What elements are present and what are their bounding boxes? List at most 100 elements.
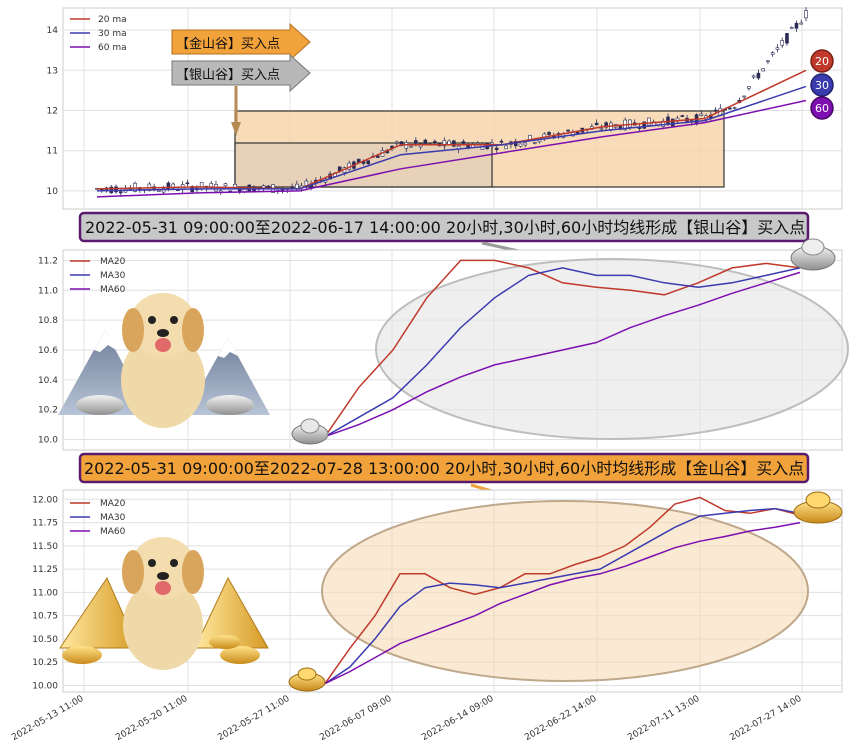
series-line-ma20 <box>324 496 801 685</box>
y-tick-label: 10.2 <box>38 406 58 416</box>
x-tick-label: 2022-07-27 14:00 <box>728 694 803 743</box>
silver-ma-lines <box>324 259 801 438</box>
y-tick-label: 12.00 <box>32 495 58 505</box>
silver-ingot-end-icon <box>790 238 836 271</box>
candle-body <box>666 116 670 124</box>
candle-body <box>780 40 785 46</box>
candle-body <box>728 107 732 110</box>
y-tick-label: 10 <box>47 187 59 197</box>
x-tick-label: 2022-06-07 09:00 <box>318 694 393 743</box>
silver-legend-ma20: MA20 <box>100 257 126 267</box>
candle-body <box>670 118 675 127</box>
gold-buy-flag: 【金山谷】买入点 <box>171 22 311 62</box>
candle-body <box>518 143 523 147</box>
x-axis-tick-labels: 2022-05-13 11:00 2022-05-20 11:00 2022-05-… <box>10 694 803 743</box>
candle-body <box>785 33 789 44</box>
candle-body <box>366 160 371 164</box>
candle-body <box>604 122 608 128</box>
candle-body <box>599 127 604 130</box>
y-tick-label: 10.4 <box>38 376 58 386</box>
y-tick-label: 11.50 <box>32 542 58 552</box>
candle-body <box>751 75 756 78</box>
top-legend-ma30: 30 ma <box>98 29 127 39</box>
gold-ma-lines <box>324 496 801 685</box>
candle-body <box>566 129 570 132</box>
candle-body <box>394 141 399 144</box>
series-line-ma20 <box>324 259 801 438</box>
candle-body <box>523 142 528 146</box>
silver-buy-flag-label: 【银山谷】买入点 <box>176 68 280 83</box>
x-tick-label: 2022-05-20 11:00 <box>114 694 189 743</box>
top-legend-ma20: 20 ma <box>98 15 127 25</box>
y-tick-label: 11.75 <box>32 519 58 529</box>
candle-body <box>747 86 751 89</box>
x-tick-label: 2022-05-27 11:00 <box>216 694 291 743</box>
silver-banner-text: 2022-05-31 09:00:00至2022-06-17 14:00:00 … <box>85 218 805 237</box>
candle-body <box>756 72 761 79</box>
y-tick-label: 10.25 <box>32 658 58 668</box>
candle-body <box>157 190 161 192</box>
y-tick-label: 10.50 <box>32 635 58 645</box>
candle-body <box>409 145 413 148</box>
gold-panel: 10.00 10.25 10.50 10.75 11.00 11.25 11.50 11.75… <box>32 489 843 693</box>
candle-body <box>742 95 746 98</box>
candle-body <box>642 121 647 129</box>
gold-ingot-start-icon <box>288 667 326 692</box>
top-ma-lines <box>96 69 807 198</box>
series-line-ma30 <box>324 267 801 438</box>
top-panel: 10 11 12 13 14 20 ma 30 ma 60 ma 【金山谷】买入点 【银… <box>47 7 843 210</box>
gold-legend-ma20: MA20 <box>100 499 126 509</box>
ma20-badge: 20 <box>810 49 834 73</box>
silver-legend: MA20 MA30 MA60 <box>70 257 126 295</box>
series-line-20-ma <box>96 69 807 190</box>
y-tick-label: 13 <box>47 66 58 76</box>
gold-banner-text: 2022-05-31 09:00:00至2022-07-28 13:00:00 … <box>84 459 804 478</box>
candle-body <box>133 182 137 192</box>
candle-body <box>452 140 456 147</box>
x-tick-label: 2022-06-14 09:00 <box>420 694 495 743</box>
y-tick-label: 10.6 <box>38 346 58 356</box>
candle-body <box>233 183 237 188</box>
svg-text:30: 30 <box>815 79 829 92</box>
candle-body <box>647 117 651 126</box>
y-tick-label: 11.2 <box>38 256 58 266</box>
candle-body <box>399 141 404 146</box>
candle-body <box>547 132 551 135</box>
candle-body <box>223 183 228 187</box>
top-y-ticks: 10 11 12 13 14 <box>47 26 59 197</box>
top-legend-ma60: 60 ma <box>98 43 127 53</box>
candle-body <box>775 47 780 50</box>
ma60-badge: 60 <box>810 96 834 120</box>
y-tick-label: 11.0 <box>38 286 58 296</box>
gold-highlight-ellipse <box>321 500 809 682</box>
gold-legend-ma30: MA30 <box>100 513 126 523</box>
candle-body <box>575 131 580 134</box>
svg-text:20: 20 <box>815 55 829 68</box>
y-tick-label: 10.00 <box>32 681 58 691</box>
candle-body <box>789 26 794 29</box>
candle-body <box>414 140 418 144</box>
silver-buy-flag: 【银山谷】买入点 <box>171 53 311 93</box>
silver-panel: 10.0 10.2 10.4 10.6 10.8 11.0 11.2 MA20 MA30 M… <box>38 238 849 451</box>
candle-body <box>266 185 271 188</box>
series-line-ma30 <box>324 507 801 685</box>
dog-silver-illustration <box>58 293 270 428</box>
candle-body <box>732 107 737 109</box>
candle-body <box>494 147 499 150</box>
candle-body <box>375 155 380 158</box>
y-tick-label: 11.00 <box>32 588 58 598</box>
silver-y-ticks: 10.0 10.2 10.4 10.6 10.8 11.0 11.2 <box>38 256 58 445</box>
series-line-30-ma <box>96 85 807 192</box>
silver-legend-ma60: MA60 <box>100 285 126 295</box>
silver-highlight-ellipse <box>375 258 849 440</box>
candle-body <box>628 119 632 128</box>
svg-text:60: 60 <box>815 102 829 115</box>
y-tick-label: 14 <box>47 26 59 36</box>
series-line-ma60 <box>324 521 801 685</box>
candle-body <box>766 60 770 63</box>
candle-body <box>166 182 171 190</box>
candle-body <box>699 113 704 116</box>
x-tick-label: 2022-06-22 14:00 <box>523 694 598 743</box>
candle-body <box>461 141 466 144</box>
